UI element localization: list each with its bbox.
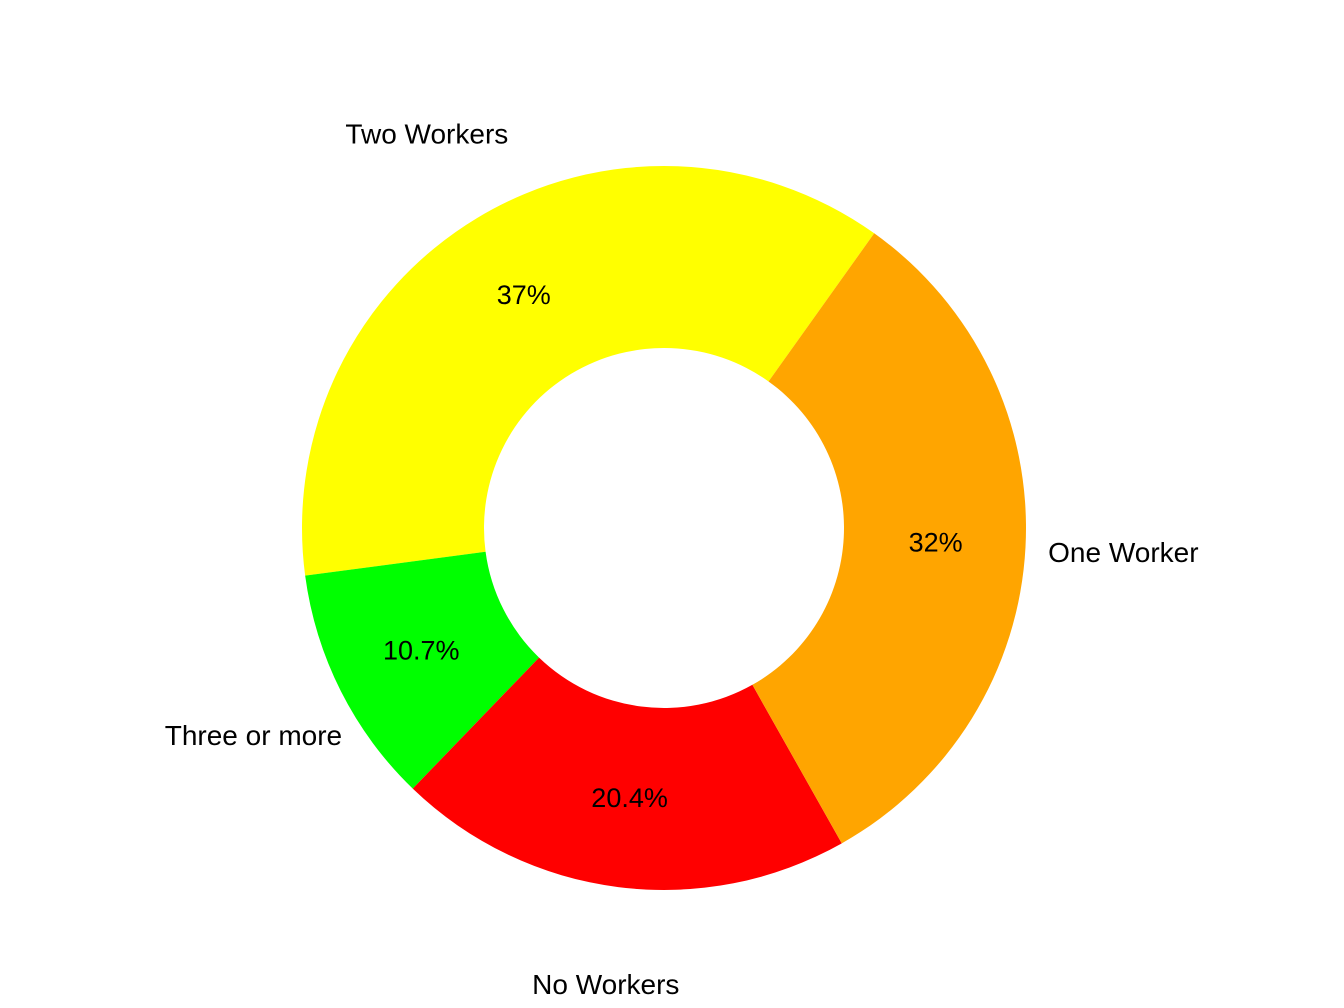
category-label-one-worker: One Worker	[1048, 537, 1198, 568]
percent-label-no-workers: 20.4%	[591, 783, 668, 813]
percent-label-three-or-more: 10.7%	[383, 636, 460, 666]
slice-two-workers	[301, 165, 875, 576]
slice-one-worker	[752, 233, 1026, 844]
slice-three-or-more	[305, 551, 540, 789]
percent-label-one-worker: 32%	[909, 527, 963, 557]
category-label-two-workers: Two Workers	[345, 118, 508, 149]
category-label-no-workers: No Workers	[532, 969, 679, 1000]
category-label-three-or-more: Three or more	[165, 720, 342, 751]
slice-no-workers	[412, 657, 842, 890]
category-labels-group: Two Workers Three or more No Workers One Wo…	[165, 118, 1199, 999]
slices-group	[301, 165, 1026, 890]
percent-label-two-workers: 37%	[497, 280, 551, 310]
percent-labels-group: 37% 10.7% 20.4% 32%	[383, 280, 963, 813]
